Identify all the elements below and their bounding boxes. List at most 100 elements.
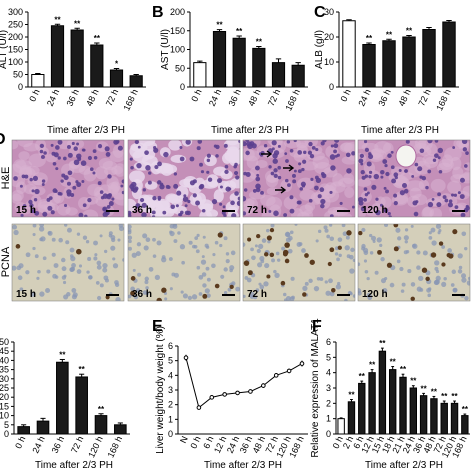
he-image-3-nucleus (421, 176, 427, 181)
pcna-image-1-nucleus-negative (169, 224, 175, 229)
pcna-image-0-nucleus-negative (103, 275, 109, 281)
pcna-image-2-nucleus-negative (349, 268, 355, 274)
chart-liver-ratio-ytick-label: 6 (168, 341, 173, 351)
chart-alt-category-4: 72 h (104, 88, 120, 108)
pcna-image-3-nucleus-negative (435, 275, 441, 281)
pcna-image-3-nucleus-negative (369, 233, 373, 238)
he-image-0-nucleus (93, 155, 98, 160)
chart-alt-y-label: ALT (U/l) (0, 30, 9, 69)
he-image-1-nucleus (139, 197, 145, 203)
chart-liver-ratio-ytick-label: 1 (168, 414, 173, 424)
he-image-1-nucleus (217, 178, 223, 184)
pcna-image-2-nucleus-negative (282, 292, 287, 297)
row-label-pcna: PCNA (0, 246, 12, 277)
he-image-0-nucleus (46, 197, 51, 202)
chart-pcna-quant-sig-3: ** (79, 365, 86, 374)
he-image-3-nucleus (452, 146, 456, 149)
he-image-3-nucleus (379, 203, 383, 207)
pcna-image-0-nucleus-negative (69, 247, 75, 253)
chart-alt-sig-3: ** (94, 34, 101, 43)
pcna-image-3-nucleus-negative (403, 250, 408, 255)
chart-malat1-bar-4 (378, 350, 387, 435)
pcna-image-2-nucleus-negative (334, 252, 339, 256)
pcna-image-2-nucleus-negative (342, 231, 348, 237)
he-image-3-nucleus (434, 153, 439, 158)
he-image-3-nucleus (385, 189, 389, 194)
he-image-0-nucleus (121, 179, 124, 184)
he-image-2-nucleus (301, 167, 305, 172)
pcna-image-3-nucleus-negative (438, 229, 442, 233)
pcna-image-1-nucleus-negative (128, 235, 133, 240)
pcna-image-1-nucleus-negative (202, 235, 206, 239)
pcna-image-3-nucleus-negative (435, 279, 440, 285)
he-image-2-arrow-1 (283, 164, 295, 172)
he-image-2-nucleus (243, 196, 247, 202)
pcna-image-3-nucleus-negative (374, 270, 379, 275)
pcna-image-1-nucleus-negative (182, 293, 188, 299)
he-image-3-nucleus (360, 162, 364, 166)
he-image-1-nucleus (234, 191, 239, 196)
pcna-image-0-nucleus-negative (76, 269, 82, 274)
pcna-image-2-nucleus-negative (329, 291, 335, 297)
he-image-0-nucleus (20, 213, 24, 217)
pcna-image-2-nucleus-negative (253, 295, 258, 300)
pcna-image-1-nucleus-negative (161, 256, 167, 263)
he-image-3-nucleus (413, 211, 419, 217)
pcna-image-0-nucleus-negative (96, 295, 102, 301)
chart-ast-sig-2: ** (236, 27, 243, 36)
pcna-image-1-nucleus-negative (211, 263, 216, 269)
he-image-1-nucleus (173, 172, 178, 176)
pcna-image-3-nucleus-negative (395, 227, 401, 233)
pcna-image-3-nucleus-negative (364, 269, 369, 274)
pcna-image-1-nucleus-negative (180, 290, 184, 294)
chart-pcna-quant-ytick-label: 50 (0, 337, 9, 347)
he-image-0-nucleus (41, 154, 45, 159)
he-image-2-nucleus (345, 152, 351, 158)
he-image-3-vessel (395, 144, 417, 168)
he-image-2-nucleus (329, 190, 333, 195)
he-image-0-nucleus (39, 143, 44, 148)
he-image-2-nucleus (352, 205, 355, 209)
he-image-1-nucleus (233, 170, 239, 176)
pcna-image-3-content (358, 224, 470, 301)
pcna-image-3-nucleus-negative (380, 257, 385, 262)
he-image-2-cell (343, 173, 355, 185)
pcna-image-0-nucleus-negative (93, 240, 98, 246)
pcna-image-2-nucleus-positive (346, 230, 352, 236)
chart-malat1-sig-7: ** (410, 377, 417, 386)
chart-liver-ratio-series-line (185, 357, 303, 409)
he-image-3-nucleus (460, 212, 466, 217)
he-image-2-nucleus (297, 150, 303, 155)
he-image-1-border (127, 139, 241, 218)
pcna-image-2-nucleus-positive (309, 259, 315, 265)
he-image-0-nucleus (82, 203, 87, 208)
pcna-image-1-nucleus-negative (191, 294, 198, 300)
he-image-1-nucleus (201, 208, 206, 213)
pcna-image-2-nucleus-positive (284, 258, 290, 264)
he-image-1-nucleus (198, 184, 204, 190)
he-image-1-nucleus (145, 165, 151, 171)
he-image-3-nucleus (454, 205, 459, 210)
he-image-0-nucleus (34, 188, 40, 195)
pcna-image-0-nucleus-negative (16, 265, 22, 271)
pcna-image-1-nucleus-negative (194, 236, 199, 241)
pcna-image-3-nucleus-negative (400, 289, 405, 293)
chart-malat1-bar-2 (358, 382, 366, 435)
pcna-image-0-nucleus-negative (32, 246, 36, 251)
chart-liver-ratio-ytick-label: 5 (168, 356, 173, 366)
pcna-image-1-nucleus-positive (214, 283, 220, 289)
pcna-image-0-nucleus-negative (96, 264, 102, 270)
pcna-image-1-nucleus-positive (130, 276, 136, 281)
pcna-image-2-nucleus-negative (284, 298, 288, 301)
he-image-0-cell (83, 167, 97, 182)
pcna-image-1-nucleus-negative (173, 239, 178, 244)
he-image-0-nucleus (104, 146, 110, 152)
he-image-2-nucleus (273, 150, 280, 156)
he-image-3-cell (450, 156, 462, 171)
he-image-3-nucleus (384, 163, 388, 168)
pcna-image-0: 15 h (11, 223, 125, 302)
he-image-1-nucleus (162, 210, 167, 215)
he-image-0-nucleus (51, 151, 56, 156)
pcna-image-3-nucleus-negative (435, 224, 442, 229)
pcna-image-1-nucleus-negative (206, 293, 211, 298)
